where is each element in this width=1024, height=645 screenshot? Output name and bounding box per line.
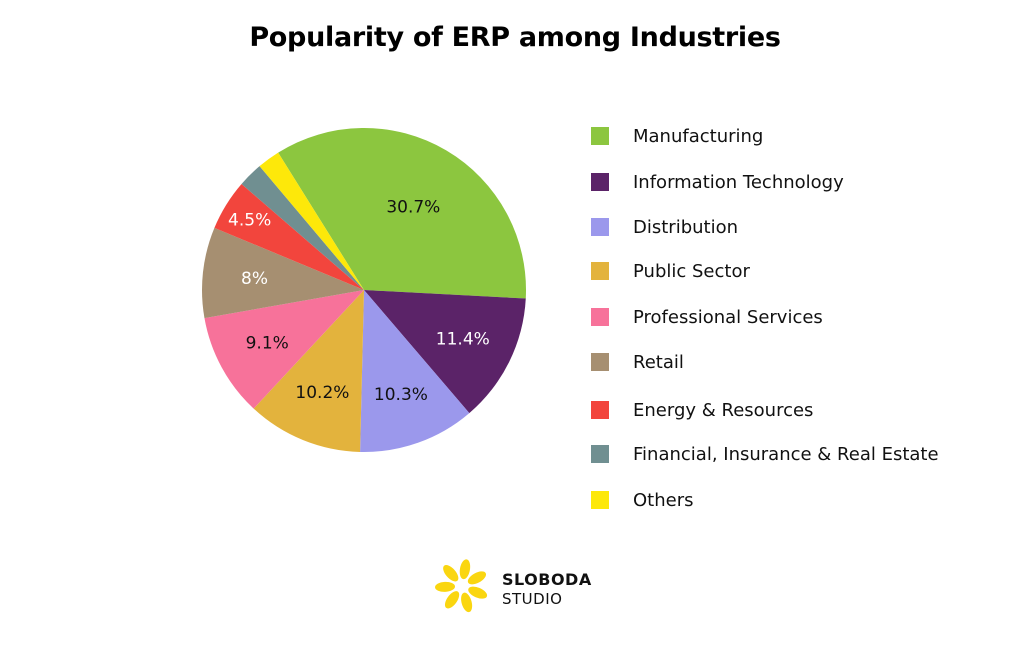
brand-subtitle: STUDIO — [502, 590, 563, 608]
legend-label: Energy & Resources — [633, 399, 814, 421]
sloboda-logo-icon — [435, 559, 488, 613]
chart-title: Popularity of ERP among Industries — [249, 22, 781, 53]
legend-item: Professional Services — [591, 305, 823, 329]
slice-label: 4.5% — [228, 210, 271, 230]
legend-swatch — [591, 353, 609, 371]
logo-petal — [444, 591, 460, 609]
legend-swatch — [591, 262, 609, 280]
pie-slice — [278, 127, 526, 299]
legend-swatch — [591, 445, 609, 463]
legend-item: Manufacturing — [591, 124, 763, 148]
pie-slice — [253, 290, 364, 452]
legend-label: Manufacturing — [633, 125, 764, 147]
slice-label: 30.7% — [386, 197, 440, 217]
legend-item: Public Sector — [591, 259, 750, 283]
legend-label: Information Technology — [633, 171, 844, 193]
logo-petal — [461, 592, 473, 613]
slice-label: 11.4% — [436, 330, 490, 350]
slice-label: 10.2% — [295, 383, 349, 403]
legend-swatch — [591, 401, 609, 419]
pie-slice — [360, 290, 470, 452]
slice-label: 8% — [241, 269, 268, 289]
legend-swatch — [591, 218, 609, 236]
legend-swatch — [591, 308, 609, 326]
legend-swatch — [591, 127, 609, 145]
logo-petal — [468, 586, 488, 599]
legend-item: Retail — [591, 350, 684, 374]
legend-swatch — [591, 173, 609, 191]
slice-label: 9.1% — [246, 334, 289, 354]
legend-item: Financial, Insurance & Real Estate — [591, 442, 939, 466]
legend-item: Energy & Resources — [591, 398, 813, 422]
legend-label: Financial, Insurance & Real Estate — [633, 443, 939, 465]
legend-label: Retail — [633, 351, 684, 373]
legend-label: Public Sector — [633, 260, 750, 282]
legend-label: Professional Services — [633, 306, 823, 328]
logo-petal — [467, 571, 487, 585]
pie-slice — [364, 290, 526, 414]
legend-item: Others — [591, 488, 694, 512]
legend-item: Distribution — [591, 215, 738, 239]
legend-label: Others — [633, 489, 694, 511]
legend-label: Distribution — [633, 216, 739, 238]
pie-slice — [202, 227, 364, 319]
logo-petal — [443, 565, 459, 582]
legend-item: Information Technology — [591, 170, 844, 194]
logo-petal — [435, 581, 456, 592]
brand-name: SLOBODA — [502, 570, 592, 589]
pie-slice — [241, 166, 364, 290]
pie-slice — [214, 183, 364, 290]
legend-swatch — [591, 491, 609, 509]
pie-slice — [259, 152, 364, 290]
slice-label: 10.3% — [374, 385, 428, 405]
logo-petal — [459, 559, 471, 580]
pie-slice — [204, 290, 364, 409]
